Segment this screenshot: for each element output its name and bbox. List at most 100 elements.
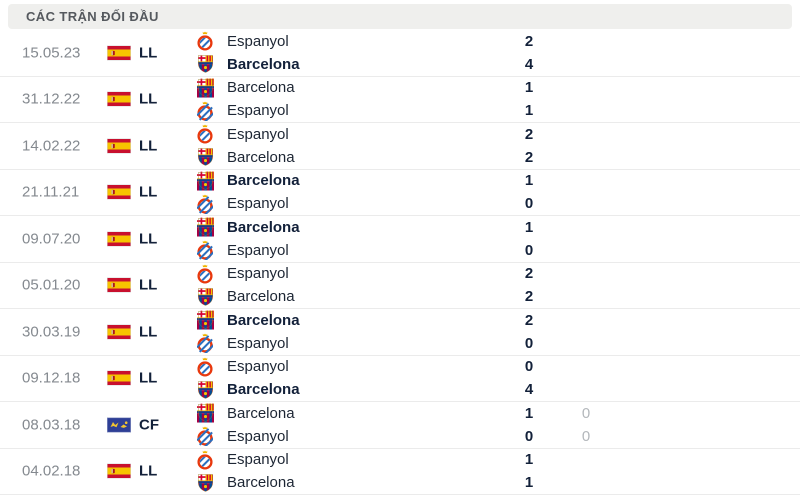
team-score: 0 [524,427,534,445]
competition-cell: LL [107,323,157,340]
team-score: 4 [524,55,534,73]
team-lines: Espanyol 1 [196,449,800,495]
espanyol-crest-icon [196,449,214,470]
match-date: 09.07.20 [22,230,81,248]
espanyol-crest-icon [196,333,214,354]
team-name: Espanyol [227,241,289,259]
team-line: Barcelona 1 [196,170,800,191]
match-row[interactable]: 30.03.19 [0,309,800,356]
match-row[interactable]: 21.11.21 [0,169,800,216]
spain-flag-icon [107,463,131,479]
barcelona-crest-icon [196,77,214,98]
team-line: Espanyol 2 [196,31,800,52]
barcelona-crest-icon [196,310,214,331]
competition-label: LL [139,183,158,201]
match-date: 14.02.22 [22,137,81,155]
espanyol-crest-icon [196,124,214,145]
team-name: Barcelona [227,218,300,236]
competition-label: CF [139,416,159,434]
team-line: Barcelona 2 [196,147,800,168]
competition-label: LL [139,323,158,341]
team-lines: Barcelona 1 [196,216,800,262]
team-name: Espanyol [227,334,289,352]
barcelona-crest-icon [196,403,214,424]
match-row[interactable]: 08.03.18 [0,402,800,449]
competition-label: LL [139,369,158,387]
team-name: Barcelona [227,79,295,97]
espanyol-crest-icon [196,31,214,52]
competition-label: LL [139,90,158,108]
match-date: 31.12.22 [22,90,81,108]
team-line: Espanyol 0 0 [196,426,800,447]
match-date: 30.03.19 [22,323,81,341]
cup-flag-icon [107,417,131,433]
team-score: 1 [524,451,534,469]
team-line: Barcelona 1 0 [196,403,800,424]
competition-label: LL [139,276,158,294]
match-row[interactable]: 04.02.18 [0,448,800,495]
spain-flag-icon [107,277,131,293]
team-name: Espanyol [227,32,289,50]
team-score: 1 [524,404,534,422]
team-score: 1 [524,218,534,236]
spain-flag-icon [107,324,131,340]
spain-flag-icon [107,91,131,107]
match-date: 04.02.18 [22,462,81,480]
team-name: Espanyol [227,195,289,213]
section-header: CÁC TRẬN ĐỐI ĐẦU [8,4,792,29]
team-score: 2 [524,148,534,166]
team-lines: Barcelona 2 [196,309,800,355]
team-line: Espanyol 1 [196,449,800,470]
team-name: Barcelona [227,148,295,166]
team-score: 1 [524,102,534,120]
team-name: Espanyol [227,265,289,283]
match-row[interactable]: 14.02.22 [0,123,800,170]
team-score: 2 [524,265,534,283]
competition-cell: LL [107,91,157,108]
team-line: Barcelona 4 [196,54,800,75]
team-line: Barcelona 2 [196,286,800,307]
barcelona-crest-icon [196,379,214,400]
match-row[interactable]: 15.05.23 [0,30,800,77]
team-name: Barcelona [227,288,295,306]
team-name: Barcelona [227,381,300,399]
team-score: 0 [524,358,534,376]
team-score: 1 [524,474,534,492]
team-name: Espanyol [227,102,289,120]
competition-cell: LL [107,137,157,154]
match-list: 15.05.23 [0,30,800,495]
match-row[interactable]: 31.12.22 [0,76,800,123]
team-lines: Espanyol 2 [196,263,800,309]
team-score: 4 [524,381,534,399]
barcelona-crest-icon [196,54,214,75]
team-name: Barcelona [227,474,295,492]
team-name: Barcelona [227,55,300,73]
team-line: Espanyol 0 [196,193,800,214]
barcelona-crest-icon [196,147,214,168]
team-score-secondary: 0 [581,427,591,445]
espanyol-crest-icon [196,100,214,121]
team-score: 1 [524,172,534,190]
team-lines: Espanyol 2 [196,30,800,76]
competition-label: LL [139,137,158,155]
team-line: Espanyol 2 [196,263,800,284]
team-score: 1 [524,79,534,97]
espanyol-crest-icon [196,263,214,284]
team-score: 2 [524,32,534,50]
competition-cell: LL [107,277,157,294]
spain-flag-icon [107,45,131,61]
barcelona-crest-icon [196,286,214,307]
match-row[interactable]: 09.07.20 [0,216,800,263]
team-line: Espanyol 1 [196,100,800,121]
competition-label: LL [139,44,158,62]
team-line: Espanyol 0 [196,333,800,354]
section-title: CÁC TRẬN ĐỐI ĐẦU [26,9,159,24]
team-line: Barcelona 1 [196,472,800,493]
spain-flag-icon [107,184,131,200]
match-date: 15.05.23 [22,44,81,62]
match-row[interactable]: 05.01.20 [0,262,800,309]
team-name: Barcelona [227,311,300,329]
team-score: 0 [524,241,534,259]
match-row[interactable]: 09.12.18 [0,355,800,402]
team-lines: Barcelona 1 [196,77,800,123]
